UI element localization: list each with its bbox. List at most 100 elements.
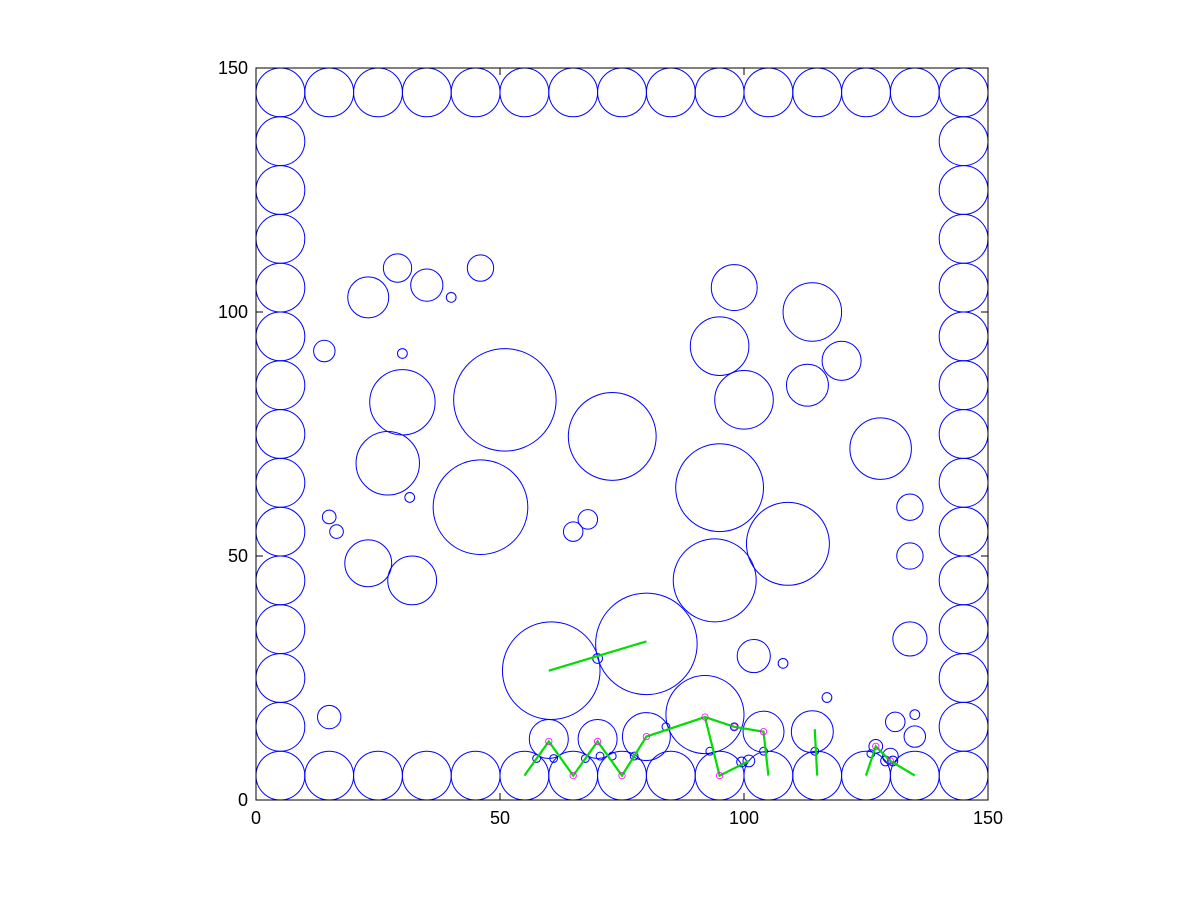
particle-circle bbox=[256, 312, 305, 361]
particle-circle bbox=[711, 265, 757, 311]
particle-circle bbox=[402, 751, 451, 800]
particle-circle bbox=[673, 539, 756, 622]
circles-layer bbox=[256, 68, 988, 800]
paths-layer bbox=[524, 641, 914, 778]
particle-circle bbox=[695, 68, 744, 117]
particle-circle bbox=[939, 556, 988, 605]
particle-circle bbox=[256, 68, 305, 117]
y-tick-label: 150 bbox=[218, 58, 248, 78]
x-tick-label: 50 bbox=[490, 808, 510, 828]
particle-circle bbox=[256, 507, 305, 556]
particle-circle bbox=[793, 68, 842, 117]
axes-layer: 0 50 100 150 0 50 100 150 bbox=[218, 58, 1003, 828]
particle-circle bbox=[893, 622, 927, 656]
particle-circle bbox=[402, 68, 451, 117]
particle-circle bbox=[305, 751, 354, 800]
particle-circle bbox=[690, 317, 749, 376]
particle-circle bbox=[598, 68, 647, 117]
particle-circle bbox=[737, 639, 770, 672]
particle-circle bbox=[666, 676, 744, 754]
particle-circle bbox=[890, 68, 939, 117]
particle-circle bbox=[939, 166, 988, 215]
particle-circle bbox=[388, 556, 437, 605]
particle-circle bbox=[256, 410, 305, 459]
particle-circle bbox=[451, 68, 500, 117]
particle-circle bbox=[646, 68, 695, 117]
particle-circle bbox=[446, 292, 456, 302]
particle-circle bbox=[897, 494, 923, 520]
particle-circle bbox=[791, 711, 833, 753]
particle-circle bbox=[256, 263, 305, 312]
particle-circle bbox=[317, 705, 340, 728]
particle-circle bbox=[256, 556, 305, 605]
particle-circle bbox=[256, 702, 305, 751]
particle-circle bbox=[939, 312, 988, 361]
particle-circle bbox=[939, 214, 988, 263]
y-tick-label: 100 bbox=[218, 302, 248, 322]
particle-circle bbox=[578, 510, 598, 530]
particle-circle bbox=[646, 751, 695, 800]
particle-circle bbox=[305, 68, 354, 117]
particle-circle bbox=[354, 751, 403, 800]
particle-circle bbox=[322, 510, 336, 524]
particle-circle bbox=[451, 751, 500, 800]
x-tick-label: 0 bbox=[251, 808, 261, 828]
particle-circle bbox=[256, 751, 305, 800]
particle-circle bbox=[256, 166, 305, 215]
particle-circle bbox=[904, 726, 925, 747]
x-tick-label: 150 bbox=[973, 808, 1003, 828]
force-chain-line bbox=[815, 729, 817, 775]
x-tick-label: 100 bbox=[729, 808, 759, 828]
particle-circle bbox=[783, 283, 842, 342]
particle-circle bbox=[850, 418, 911, 479]
particle-circle bbox=[256, 117, 305, 166]
particle-circle bbox=[939, 654, 988, 703]
particle-circle bbox=[345, 540, 392, 587]
particle-circle bbox=[568, 393, 656, 481]
axes-box bbox=[256, 68, 988, 800]
particle-circle bbox=[256, 361, 305, 410]
particle-circle bbox=[822, 693, 832, 703]
particle-circle bbox=[256, 458, 305, 507]
particle-circle bbox=[398, 349, 408, 359]
particle-circle bbox=[939, 117, 988, 166]
particle-circle bbox=[529, 719, 568, 758]
particle-circle bbox=[939, 263, 988, 312]
particle-circle bbox=[939, 702, 988, 751]
particle-circle bbox=[910, 710, 920, 720]
particle-circle bbox=[348, 277, 389, 318]
y-tick-label: 50 bbox=[228, 546, 248, 566]
particle-circle bbox=[596, 593, 698, 695]
particle-circle bbox=[897, 543, 923, 569]
particle-circle bbox=[746, 502, 829, 585]
particle-circle bbox=[383, 254, 411, 282]
particle-circle bbox=[354, 68, 403, 117]
particle-circle bbox=[778, 658, 788, 668]
particle-circle bbox=[314, 340, 335, 361]
particle-circle bbox=[939, 458, 988, 507]
particle-circle bbox=[676, 444, 764, 532]
particle-circle bbox=[549, 68, 598, 117]
force-chain-line bbox=[549, 641, 647, 670]
particle-circle bbox=[939, 410, 988, 459]
particle-circle bbox=[822, 341, 861, 380]
particle-circle bbox=[433, 460, 528, 555]
particle-circle bbox=[786, 364, 828, 406]
particle-circle bbox=[330, 525, 344, 539]
particle-circle bbox=[939, 361, 988, 410]
particle-circle bbox=[454, 349, 556, 451]
particle-circle bbox=[256, 605, 305, 654]
particle-circle bbox=[939, 507, 988, 556]
particle-circle bbox=[411, 269, 443, 301]
particle-circle bbox=[715, 371, 774, 430]
particle-circle bbox=[939, 605, 988, 654]
force-chain-line bbox=[524, 717, 768, 776]
particle-circle bbox=[256, 214, 305, 263]
particle-circle bbox=[500, 68, 549, 117]
particle-circle bbox=[467, 255, 493, 281]
particle-circle bbox=[886, 712, 906, 732]
y-tick-label: 0 bbox=[238, 790, 248, 810]
particle-circle bbox=[939, 68, 988, 117]
particle-circle bbox=[842, 68, 891, 117]
